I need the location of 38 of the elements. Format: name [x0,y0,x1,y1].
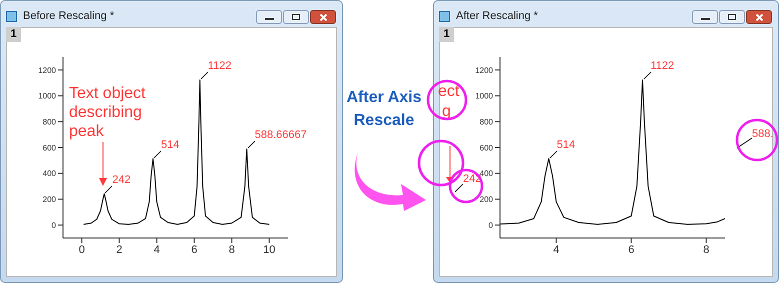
y-tick-label: 1000 [475,92,494,101]
x-tick-label: 8 [703,244,710,256]
x-tick-label: 2 [116,244,122,256]
annotation: 242 [112,174,131,186]
x-tick-label: 6 [628,244,634,256]
x-tick-label: 10 [263,244,276,256]
annotation: 1122 [208,60,232,72]
annotation: 514 [161,138,180,151]
y-tick-label: 200 [42,195,57,204]
x-tick-label: 4 [553,244,560,256]
y-tick-label: 200 [480,195,494,204]
y-tick-label: 1200 [38,66,57,75]
y-tick-label: 1000 [38,92,57,101]
y-tick-label: 600 [480,143,494,152]
text: ect [438,83,460,101]
y-tick-label: 0 [488,220,494,230]
annotation: 588.66667 [254,128,307,141]
annotation: Text object describing peak [69,84,146,141]
chart-title: Before Rescaling * [23,10,114,22]
y-tick-label: 0 [52,220,57,230]
text: After Axis Rescale [346,88,422,131]
y-tick-label: 600 [42,143,57,152]
x-tick-label: 0 [78,244,85,256]
y-tick-label: 800 [480,117,494,126]
text: 1 [6,27,21,42]
line-series [500,80,725,225]
chart-title: After Rescaling * [456,10,538,22]
y-tick-label: 1200 [475,66,494,75]
text: 588. [752,128,774,140]
annotation: 1122 [650,60,674,72]
x-tick-label: 8 [228,244,235,256]
x-tick-label: 6 [191,244,198,256]
x-tick-label: 4 [154,244,160,256]
text: 1 [439,27,454,42]
y-tick-label: 400 [480,169,494,178]
y-tick-label: 400 [42,169,57,178]
y-tick-label: 800 [42,117,57,126]
annotation: 514 [556,138,576,151]
